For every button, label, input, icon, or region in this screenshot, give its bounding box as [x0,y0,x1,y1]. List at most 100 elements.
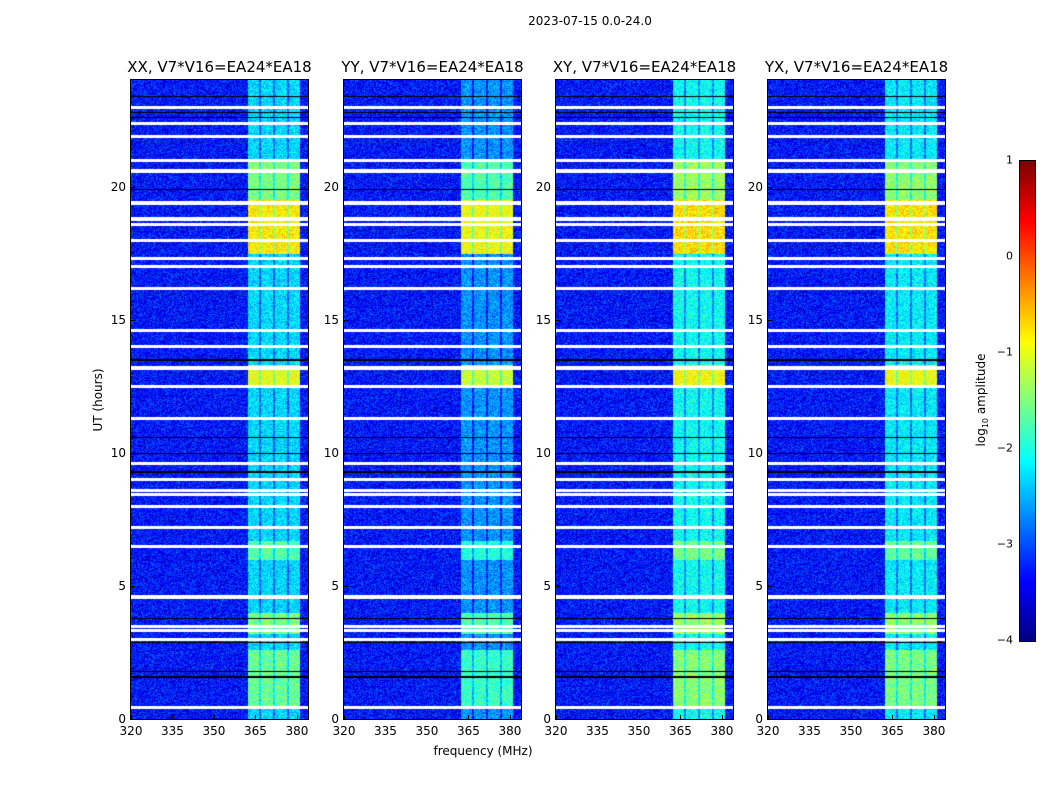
y-tick-mark [768,319,772,321]
x-tick-label: 335 [798,724,821,738]
y-tick-mark [556,186,560,188]
y-tick-mark [131,452,135,454]
x-tick-label: 335 [374,724,397,738]
colorbar-tick-label: −3 [996,537,1013,551]
panel-title: YY, V7*V16=EA24*EA18 [341,58,524,76]
x-tick-label: 320 [119,724,143,738]
y-tick-label: 10 [535,445,551,460]
y-tick-mark [131,186,135,188]
figure-title: 2023-07-15 0.0-24.0 [528,14,652,28]
colorbar-tick-label: 0 [1006,249,1013,263]
heatmap-image [131,80,308,719]
y-tick-mark [556,452,560,454]
colorbar-tick-label: −4 [996,633,1013,647]
x-tick-mark [255,715,257,719]
x-tick-label: 380 [285,724,309,738]
y-tick-label: 5 [755,578,763,593]
y-tick-label: 0 [118,712,126,726]
heatmap-image [344,80,521,719]
heatmap-image [556,80,733,719]
y-tick-mark [131,319,135,321]
x-tick-mark [933,715,935,719]
y-tick-label: 20 [110,179,126,194]
y-tick-label: 15 [110,312,126,327]
y-tick-mark [131,719,135,720]
y-tick-label: 0 [755,712,763,726]
x-tick-label: 335 [161,724,184,738]
panel-title: YX, V7*V16=EA24*EA18 [764,58,949,76]
colorbar [1019,160,1036,642]
heatmap-panel [767,79,946,720]
y-tick-mark [768,452,772,454]
x-tick-label: 350 [415,724,439,738]
heatmap-image [768,80,945,719]
x-tick-label: 380 [922,724,946,738]
y-tick-mark [344,585,348,587]
x-tick-mark [556,715,557,719]
y-tick-mark [344,319,348,321]
y-tick-mark [344,186,348,188]
x-tick-mark [468,715,470,719]
y-tick-mark [344,452,348,454]
x-tick-mark [680,715,682,719]
x-tick-mark [131,715,132,719]
x-tick-label: 350 [627,724,651,738]
y-tick-label: 15 [535,312,551,327]
x-tick-mark [344,715,345,719]
y-tick-label: 15 [323,312,339,327]
heatmap-panel [555,79,734,720]
x-tick-mark [385,715,387,719]
panel-title: XX, V7*V16=EA24*EA18 [127,58,312,76]
x-tick-label: 365 [244,724,267,738]
y-tick-label: 20 [535,179,551,194]
y-tick-label: 15 [747,312,763,327]
y-tick-label: 0 [331,712,339,726]
x-tick-label: 365 [669,724,692,738]
heatmap-panel [130,79,309,720]
colorbar-tick-label: −1 [996,345,1013,359]
y-tick-label: 10 [323,445,339,460]
y-tick-mark [556,319,560,321]
x-tick-label: 350 [839,724,863,738]
x-tick-mark [638,715,640,719]
x-tick-mark [721,715,723,719]
x-tick-mark [597,715,599,719]
y-tick-mark [556,719,560,720]
x-tick-mark [892,715,894,719]
y-tick-label: 10 [747,445,763,460]
y-tick-label: 5 [118,578,126,593]
y-axis-label: UT (hours) [91,368,105,432]
x-tick-label: 350 [202,724,226,738]
x-tick-label: 320 [544,724,568,738]
y-tick-label: 20 [747,179,763,194]
colorbar-label: log10 amplitude [973,353,991,447]
x-tick-mark [172,715,174,719]
x-tick-label: 320 [332,724,356,738]
colorbar-tick-label: −2 [996,441,1013,455]
x-tick-mark [768,715,769,719]
x-tick-label: 320 [756,724,780,738]
y-tick-mark [768,585,772,587]
y-tick-mark [344,719,348,720]
y-tick-label: 5 [331,578,339,593]
x-tick-mark [426,715,428,719]
heatmap-panel [343,79,522,720]
y-tick-label: 0 [543,712,551,726]
y-tick-mark [131,585,135,587]
x-tick-mark [850,715,852,719]
x-tick-mark [809,715,811,719]
x-tick-mark [213,715,215,719]
y-tick-label: 5 [543,578,551,593]
y-tick-label: 20 [323,179,339,194]
colorbar-tick-label: 1 [1006,153,1013,167]
x-tick-mark [509,715,511,719]
y-tick-mark [556,585,560,587]
y-tick-mark [768,719,772,720]
x-tick-label: 380 [498,724,522,738]
x-tick-label: 365 [881,724,904,738]
x-tick-label: 335 [586,724,609,738]
y-tick-label: 10 [110,445,126,460]
panel-title: XY, V7*V16=EA24*EA18 [552,58,737,76]
x-tick-label: 380 [710,724,734,738]
